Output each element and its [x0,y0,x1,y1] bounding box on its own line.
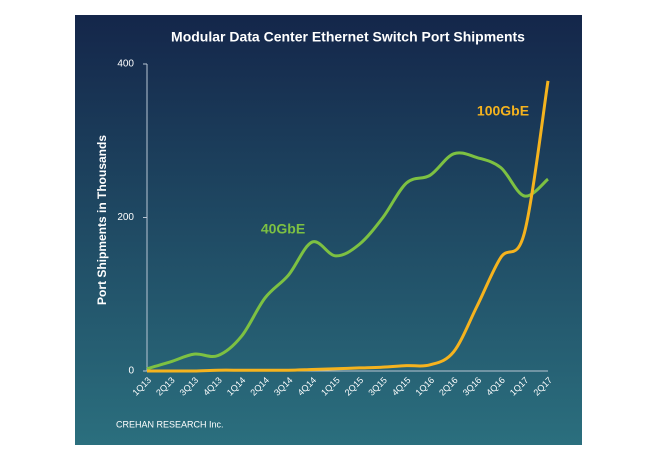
source-note: CREHAN RESEARCH Inc. [116,419,224,429]
y-tick-label: 200 [117,212,134,223]
y-axis-label: Port Shipments in Thousands [95,135,109,305]
chart-title: Modular Data Center Ethernet Switch Port… [171,29,525,45]
y-tick-label: 400 [117,59,134,70]
series-label: 40GbE [261,221,305,237]
series-line [146,80,550,373]
chart-panel [75,15,582,445]
series-line [146,151,549,371]
y-tick-label: 0 [128,366,134,377]
series-label: 100GbE [477,103,529,119]
